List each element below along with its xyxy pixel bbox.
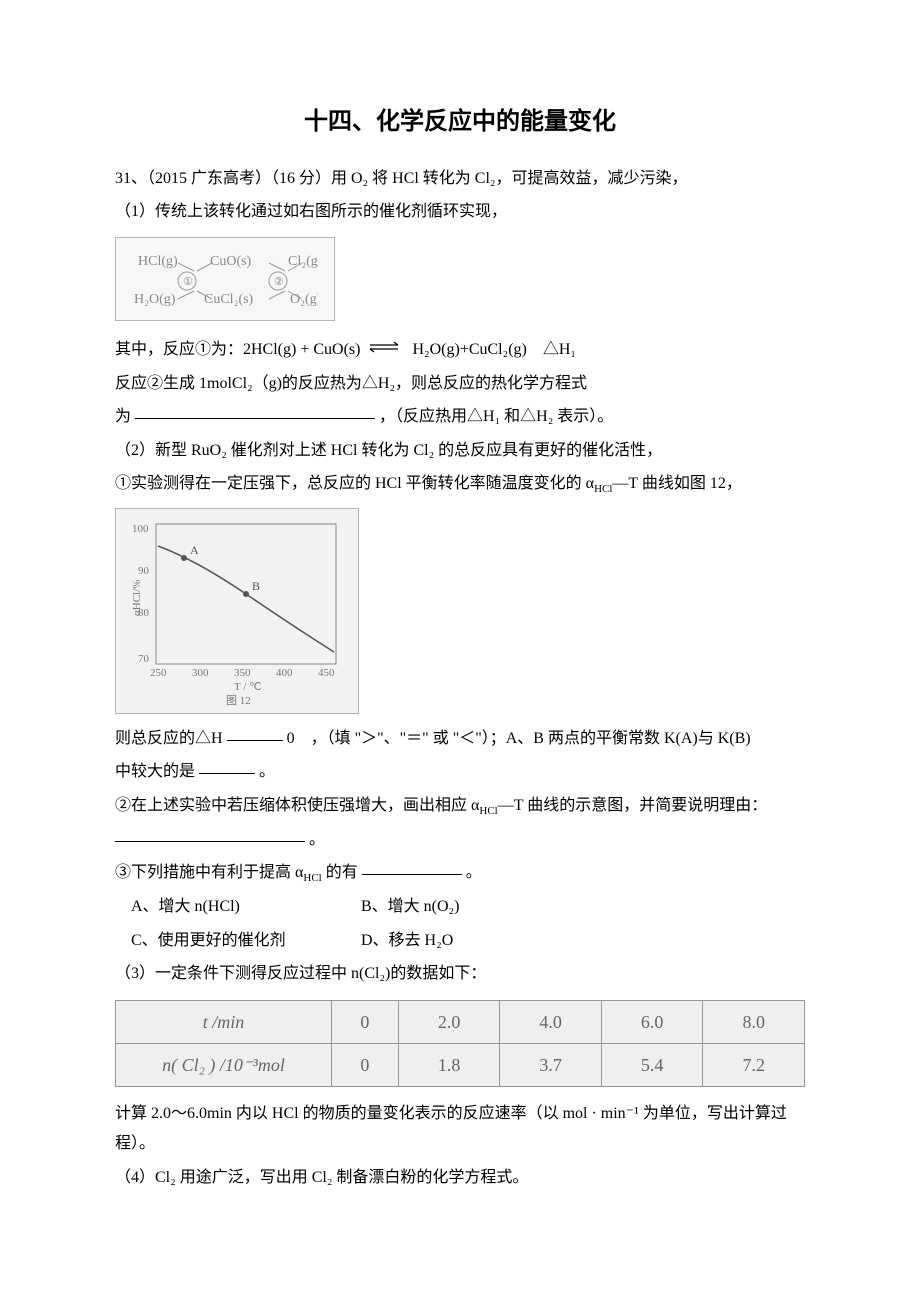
table-cell: 3.7 xyxy=(500,1043,602,1086)
table-cell: 6.0 xyxy=(601,1000,703,1043)
svg-text:A: A xyxy=(190,543,199,557)
q31-part4: （4）Cl₂ 用途广泛，写出用 Cl₂ 制备漂白粉的化学方程式。 xyxy=(115,1163,805,1193)
svg-text:90: 90 xyxy=(138,565,150,577)
q31-part1: （1）传统上该转化通过如右图所示的催化剂循环实现， xyxy=(115,197,805,227)
p10-sub: HCl xyxy=(479,805,497,817)
svg-text:350: 350 xyxy=(234,667,251,679)
table-cell: 2.0 xyxy=(398,1000,500,1043)
cycle-svg: HCl(g) CuO(s) Cl₂(g) H₂O(g) CuCl₂(s) O₂(… xyxy=(132,247,318,311)
equilibrium-arrow-icon xyxy=(368,335,404,349)
p11: 。 xyxy=(309,831,325,848)
svg-text:HCl(g): HCl(g) xyxy=(138,254,178,269)
option-c: C、使用更好的催化剂 xyxy=(131,926,357,956)
p12-sub: HCl xyxy=(303,872,321,884)
k-line: 中较大的是 。 xyxy=(115,757,805,787)
p5-post: ，（反应热用△H₁ 和△H₂ 表示）。 xyxy=(379,408,613,425)
table-cell: 7.2 xyxy=(703,1043,805,1086)
option-b: B、增大 n(O₂) xyxy=(361,892,459,922)
p9-pre: 中较大的是 xyxy=(115,763,195,780)
reaction1-line: 其中，反应①为：2HCl(g) + CuO(s) H₂O(g)+CuCl₂(g)… xyxy=(115,335,805,365)
options-row1: A、增大 n(HCl) B、增大 n(O₂) xyxy=(115,892,805,922)
q31-part3: （3）一定条件下测得反应过程中 n(Cl₂)的数据如下： xyxy=(115,959,805,989)
table-cell: 8.0 xyxy=(703,1000,805,1043)
p8-pre: 则总反应的△H xyxy=(115,730,227,747)
blank-deltaH xyxy=(227,725,283,741)
reaction1-pre: 其中，反应①为：2HCl(g) + CuO(s) xyxy=(115,341,364,358)
table-cell: 5.4 xyxy=(601,1043,703,1086)
table-row: t /min 0 2.0 4.0 6.0 8.0 xyxy=(116,1000,805,1043)
table-cell: 1.8 xyxy=(398,1043,500,1086)
svg-text:H₂O(g): H₂O(g) xyxy=(134,292,176,307)
table-cell: 0 xyxy=(332,1043,399,1086)
svg-text:450: 450 xyxy=(318,667,335,679)
reason-line: 。 xyxy=(115,825,805,855)
svg-text:②: ② xyxy=(274,276,284,288)
chart-svg: 100 90 80 70 250 300 350 400 450 T / ℃ α… xyxy=(126,516,348,706)
table-cell: 4.0 xyxy=(500,1000,602,1043)
catalyst-cycle-diagram: HCl(g) CuO(s) Cl₂(g) H₂O(g) CuCl₂(s) O₂(… xyxy=(115,237,335,321)
reaction2-line: 反应②生成 1molCl₂（g)的反应热为△H₂，则总反应的热化学方程式 xyxy=(115,369,805,399)
svg-text:300: 300 xyxy=(192,667,209,679)
svg-text:图 12: 图 12 xyxy=(226,694,251,706)
svg-text:CuO(s): CuO(s) xyxy=(210,254,252,269)
svg-text:B: B xyxy=(252,579,260,593)
p7-post: —T 曲线如图 12， xyxy=(612,475,742,492)
part2-sub2: ②在上述实验中若压缩体积使压强增大，画出相应 αHCl—T 曲线的示意图，并简要… xyxy=(115,791,805,822)
p9-post: 。 xyxy=(259,763,275,780)
svg-text:①: ① xyxy=(183,276,193,288)
p7-sub: HCl xyxy=(594,483,612,495)
total-eq-line: 为 ，（反应热用△H₁ 和△H₂ 表示）。 xyxy=(115,402,805,432)
p7-pre: ①实验测得在一定压强下，总反应的 HCl 平衡转化率随温度变化的 α xyxy=(115,475,594,492)
p12-pre: ③下列措施中有利于提高 α xyxy=(115,864,303,881)
table-row: n( Cl₂ ) /10⁻³mol 0 1.8 3.7 5.4 7.2 xyxy=(116,1043,805,1086)
svg-text:T / ℃: T / ℃ xyxy=(234,681,261,693)
alpha-t-chart: 100 90 80 70 250 300 350 400 450 T / ℃ α… xyxy=(115,508,359,714)
deltaH-line: 则总反应的△H 0 ，（填 "＞"、"＝" 或 "＜"）；A、B 两点的平衡常数… xyxy=(115,724,805,754)
svg-text:400: 400 xyxy=(276,667,293,679)
calc-line: 计算 2.0～6.0min 内以 HCl 的物质的量变化表示的反应速率（以 mo… xyxy=(115,1099,805,1160)
table-cell: n( Cl₂ ) /10⁻³mol xyxy=(116,1043,332,1086)
svg-text:αHCl/%: αHCl/% xyxy=(131,580,143,616)
blank-reason xyxy=(115,826,305,842)
p10-post: —T 曲线的示意图，并简要说明理由： xyxy=(498,797,768,814)
options-row2: C、使用更好的催化剂 D、移去 H₂O xyxy=(115,926,805,956)
data-table: t /min 0 2.0 4.0 6.0 8.0 n( Cl₂ ) /10⁻³m… xyxy=(115,1000,805,1087)
blank-measures xyxy=(362,859,462,875)
reaction1-post: H₂O(g)+CuCl₂(g) △H₁ xyxy=(412,341,576,358)
svg-text:70: 70 xyxy=(138,653,150,665)
page-title: 十四、化学反应中的能量变化 xyxy=(115,100,805,146)
blank-equation xyxy=(135,403,375,419)
svg-text:Cl₂(g): Cl₂(g) xyxy=(288,254,318,269)
blank-k xyxy=(199,758,255,774)
svg-text:CuCl₂(s): CuCl₂(s) xyxy=(204,292,254,307)
table-cell: t /min xyxy=(116,1000,332,1043)
table-cell: 0 xyxy=(332,1000,399,1043)
svg-text:100: 100 xyxy=(132,523,149,535)
p5-pre: 为 xyxy=(115,408,131,425)
option-a: A、增大 n(HCl) xyxy=(131,892,357,922)
q31-intro: 31、（2015 广东高考）（16 分）用 O₂ 将 HCl 转化为 Cl₂，可… xyxy=(115,164,805,194)
svg-text:250: 250 xyxy=(150,667,167,679)
q31-part2: （2）新型 RuO₂ 催化剂对上述 HCl 转化为 Cl₂ 的总反应具有更好的催… xyxy=(115,436,805,466)
p10-pre: ②在上述实验中若压缩体积使压强增大，画出相应 α xyxy=(115,797,479,814)
p8-mid: 0 ，（填 "＞"、"＝" 或 "＜"）；A、B 两点的平衡常数 K(A)与 K… xyxy=(287,730,751,747)
p12-mid: 的有 xyxy=(322,864,358,881)
p12-post: 。 xyxy=(466,864,482,881)
part2-sub3: ③下列措施中有利于提高 αHCl 的有 。 xyxy=(115,858,805,889)
option-d: D、移去 H₂O xyxy=(361,926,453,956)
part2-sub1: ①实验测得在一定压强下，总反应的 HCl 平衡转化率随温度变化的 αHCl—T … xyxy=(115,469,805,500)
